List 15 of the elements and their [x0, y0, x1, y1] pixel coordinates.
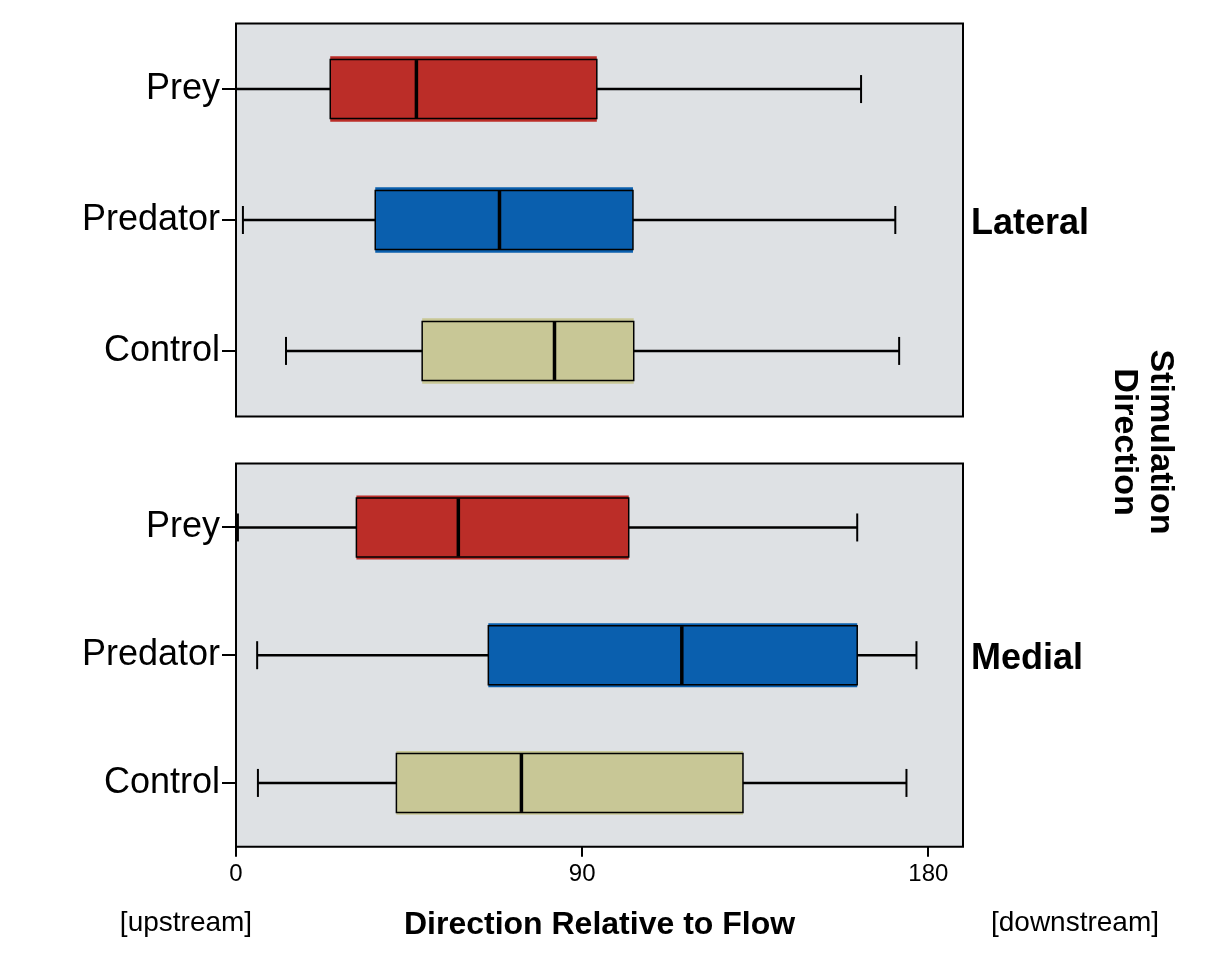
text: Lateral	[971, 200, 1090, 242]
y-tick-label: Control	[103, 327, 220, 369]
x-axis-title: Direction Relative to Flow	[403, 904, 796, 941]
y2-axis-title: Stimulation Direction	[1108, 348, 1182, 537]
x-tick-label: 0	[229, 858, 243, 886]
text: Medial	[971, 636, 1084, 678]
text: [downstream]	[990, 905, 1160, 937]
y-tick-label: Prey	[145, 65, 220, 107]
y-tick-label: Predator	[81, 196, 221, 238]
text: [upstream]	[119, 905, 253, 937]
y-tick-label: Predator	[81, 632, 221, 674]
x-tick-label: 180	[908, 858, 949, 886]
y-tick-label: Control	[103, 759, 220, 801]
x-tick-label: 90	[568, 858, 596, 886]
y-tick-label: Prey	[145, 504, 220, 546]
